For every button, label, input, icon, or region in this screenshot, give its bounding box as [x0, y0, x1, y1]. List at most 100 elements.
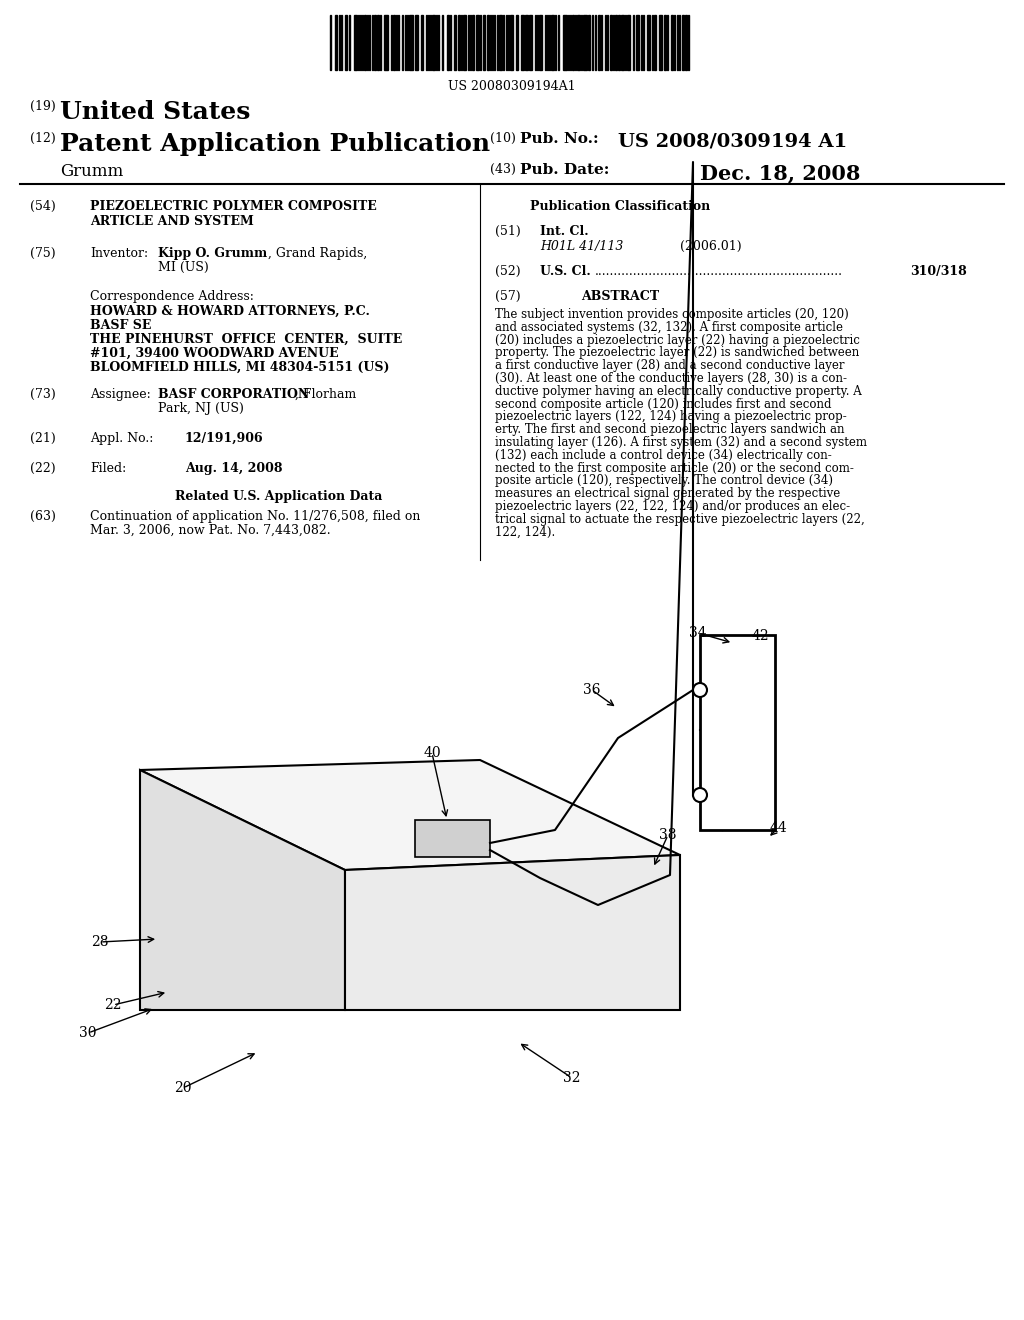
Text: United States: United States [60, 100, 251, 124]
Text: (75): (75) [30, 247, 55, 260]
Text: , Florham: , Florham [295, 388, 356, 401]
Polygon shape [345, 855, 680, 1010]
Text: (63): (63) [30, 510, 56, 523]
Bar [671, 15, 673, 70]
Text: 22: 22 [104, 998, 122, 1012]
Text: Park, NJ (US): Park, NJ (US) [158, 403, 244, 414]
Bar [583, 15, 587, 70]
Bar [577, 15, 580, 70]
Text: PIEZOELECTRIC POLYMER COMPOSITE: PIEZOELECTRIC POLYMER COMPOSITE [90, 201, 377, 213]
Text: (12): (12) [30, 132, 55, 145]
Bar [345, 15, 347, 70]
Text: MI (US): MI (US) [158, 261, 209, 275]
Bar [409, 15, 413, 70]
Bar [393, 15, 395, 70]
Text: (30). At least one of the conductive layers (28, 30) is a con-: (30). At least one of the conductive lay… [495, 372, 847, 385]
Text: 40: 40 [423, 746, 440, 760]
Text: Related U.S. Application Data: Related U.S. Application Data [175, 490, 382, 503]
Bar [516, 15, 518, 70]
Bar [659, 15, 662, 70]
Text: 38: 38 [659, 828, 677, 842]
Bar [636, 15, 639, 70]
Text: Kipp O. Grumm: Kipp O. Grumm [158, 247, 267, 260]
Bar [476, 15, 479, 70]
Bar [572, 15, 574, 70]
Text: Pub. No.:: Pub. No.: [520, 132, 599, 147]
Bar [685, 15, 687, 70]
Bar [664, 15, 666, 70]
Text: Dec. 18, 2008: Dec. 18, 2008 [700, 162, 860, 183]
Text: insulating layer (126). A first system (32) and a second system: insulating layer (126). A first system (… [495, 436, 867, 449]
Text: US 20080309194A1: US 20080309194A1 [449, 81, 575, 92]
Text: THE PINEHURST  OFFICE  CENTER,  SUITE: THE PINEHURST OFFICE CENTER, SUITE [90, 333, 402, 346]
Bar [354, 15, 357, 70]
Bar [510, 15, 513, 70]
Text: H01L 41/113: H01L 41/113 [540, 240, 624, 253]
Text: 310/318: 310/318 [910, 265, 967, 279]
Bar [525, 15, 528, 70]
Text: 28: 28 [91, 935, 109, 949]
Text: (73): (73) [30, 388, 55, 401]
Text: Int. Cl.: Int. Cl. [540, 224, 589, 238]
Text: and associated systems (32, 132). A first composite article: and associated systems (32, 132). A firs… [495, 321, 843, 334]
Text: The subject invention provides composite articles (20, 120): The subject invention provides composite… [495, 308, 849, 321]
Text: (20) includes a piezoelectric layer (22) having a piezoelectric: (20) includes a piezoelectric layer (22)… [495, 334, 860, 347]
Text: US 2008/0309194 A1: US 2008/0309194 A1 [618, 132, 847, 150]
Text: ARTICLE AND SYSTEM: ARTICLE AND SYSTEM [90, 215, 254, 228]
Bar [551, 15, 554, 70]
Text: second composite article (120) includes first and second: second composite article (120) includes … [495, 397, 831, 411]
Text: Inventor:: Inventor: [90, 247, 148, 260]
Bar [618, 15, 620, 70]
Text: (21): (21) [30, 432, 55, 445]
Bar [447, 15, 449, 70]
Text: Mar. 3, 2006, now Pat. No. 7,443,082.: Mar. 3, 2006, now Pat. No. 7,443,082. [90, 524, 331, 537]
Bar [529, 15, 532, 70]
Text: #101, 39400 WOODWARD AVENUE: #101, 39400 WOODWARD AVENUE [90, 347, 339, 360]
Text: (22): (22) [30, 462, 55, 475]
Bar [654, 15, 656, 70]
Bar [539, 15, 542, 70]
Text: measures an electrical signal generated by the respective: measures an electrical signal generated … [495, 487, 841, 500]
Text: erty. The first and second piezoelectric layers sandwich an: erty. The first and second piezoelectric… [495, 424, 845, 436]
Bar [374, 15, 376, 70]
Text: 20: 20 [174, 1081, 191, 1096]
Text: 42: 42 [752, 630, 769, 643]
Bar [521, 15, 524, 70]
Bar [463, 15, 466, 70]
Bar [432, 15, 435, 70]
Polygon shape [140, 760, 680, 870]
Text: (57): (57) [495, 290, 520, 304]
Bar [588, 15, 590, 70]
Text: ................................................................: ........................................… [595, 265, 843, 279]
Circle shape [693, 682, 707, 697]
Bar [377, 15, 379, 70]
Bar [415, 15, 418, 70]
Bar [610, 15, 612, 70]
Text: U.S. Cl.: U.S. Cl. [540, 265, 591, 279]
Text: nected to the first composite article (20) or the second com-: nected to the first composite article (2… [495, 462, 854, 475]
Bar [647, 15, 650, 70]
Text: 12/191,906: 12/191,906 [185, 432, 263, 445]
Text: Correspondence Address:: Correspondence Address: [90, 290, 254, 304]
Text: Pub. Date:: Pub. Date: [520, 162, 609, 177]
Polygon shape [415, 820, 490, 857]
Text: Aug. 14, 2008: Aug. 14, 2008 [185, 462, 283, 475]
Text: posite article (120), respectively. The control device (34): posite article (120), respectively. The … [495, 474, 833, 487]
Text: ductive polymer having an electrically conductive property. A: ductive polymer having an electrically c… [495, 385, 862, 397]
Bar [483, 15, 485, 70]
Bar [615, 15, 617, 70]
Bar [458, 15, 460, 70]
Bar [472, 15, 474, 70]
Text: Continuation of application No. 11/276,508, filed on: Continuation of application No. 11/276,5… [90, 510, 421, 523]
Text: (43): (43) [490, 162, 516, 176]
Circle shape [693, 788, 707, 803]
Bar [499, 15, 502, 70]
Text: , Grand Rapids,: , Grand Rapids, [268, 247, 368, 260]
Text: Patent Application Publication: Patent Application Publication [60, 132, 490, 156]
Text: (52): (52) [495, 265, 520, 279]
Text: HOWARD & HOWARD ATTORNEYS, P.C.: HOWARD & HOWARD ATTORNEYS, P.C. [90, 305, 370, 318]
Bar [563, 15, 567, 70]
Text: Appl. No.:: Appl. No.: [90, 432, 154, 445]
Text: ABSTRACT: ABSTRACT [581, 290, 659, 304]
Text: BLOOMFIELD HILLS, MI 48304-5151 (US): BLOOMFIELD HILLS, MI 48304-5151 (US) [90, 360, 389, 374]
